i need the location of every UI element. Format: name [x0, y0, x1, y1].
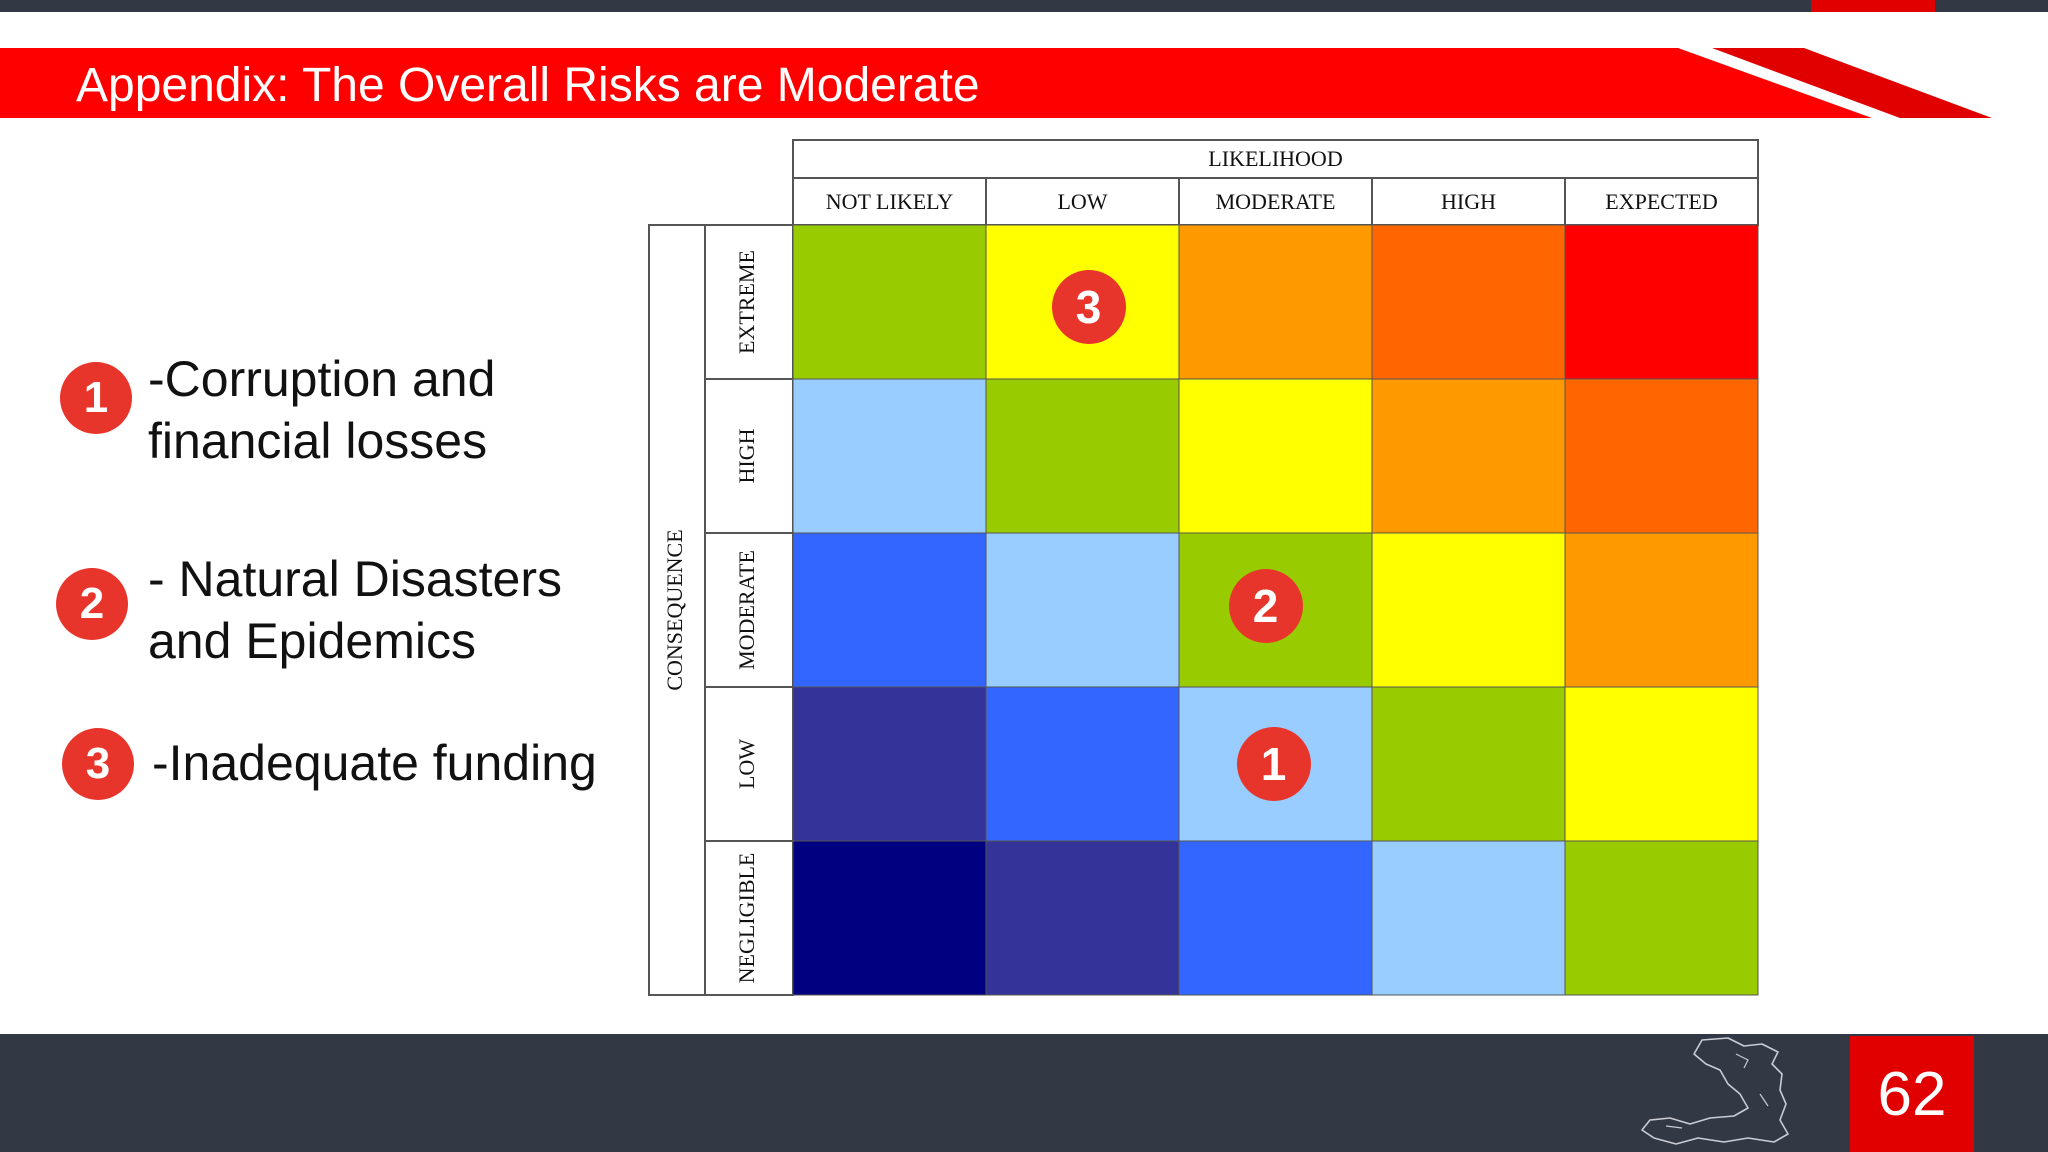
risk-cell	[1371, 378, 1566, 534]
risk-cell	[1371, 532, 1566, 688]
title-banner-stripe	[1712, 48, 1992, 118]
risk-cell	[1371, 224, 1566, 380]
risk-cell	[1371, 686, 1566, 842]
legend-text-2-line1: - Natural Disasters	[148, 551, 562, 607]
risk-cell	[985, 840, 1180, 996]
risk-cell	[792, 840, 987, 996]
risk-cell	[792, 686, 987, 842]
risk-cell	[1564, 378, 1759, 534]
consequence-level-label: EXTREME	[734, 250, 759, 354]
risk-marker: 3	[1051, 270, 1126, 344]
risk-cell	[1178, 840, 1373, 996]
likelihood-header-label: LIKELIHOOD	[1208, 146, 1342, 171]
risk-cell	[1178, 378, 1373, 534]
legend-text-1-line1: -Corruption and	[148, 351, 496, 407]
risk-cell	[792, 224, 987, 380]
haiti-map-icon	[1641, 1037, 1789, 1145]
consequence-level-label: MODERATE	[734, 550, 759, 670]
legend-text-3: -Inadequate funding	[152, 735, 597, 791]
consequence-row-box	[704, 686, 794, 842]
top-bar-accent	[1811, 0, 1935, 12]
footer-bar	[0, 1034, 2048, 1152]
risk-cell	[1371, 840, 1566, 996]
consequence-header-box	[648, 224, 706, 996]
title-banner-bar	[0, 48, 1872, 118]
risk-marker: 1	[1236, 727, 1311, 801]
likelihood-level-label: HIGH	[1441, 189, 1496, 214]
risk-cell	[1178, 224, 1373, 380]
risk-cell	[985, 532, 1180, 688]
likelihood-column-box	[1371, 177, 1566, 226]
likelihood-level-label: NOT LIKELY	[826, 189, 954, 214]
consequence-row-box	[704, 840, 794, 996]
slide-title: Appendix: The Overall Risks are Moderate	[76, 59, 980, 112]
risk-marker: 2	[1228, 569, 1303, 643]
consequence-level-label: NEGLIGIBLE	[734, 853, 759, 984]
likelihood-column-box	[985, 177, 1180, 226]
title-banner	[0, 48, 1992, 118]
consequence-level-label: LOW	[734, 739, 759, 789]
legend-text-1-line2: financial losses	[148, 413, 488, 469]
consequence-header-label: CONSEQUENCE	[662, 529, 687, 690]
likelihood-column-box	[1564, 177, 1759, 226]
likelihood-level-label: MODERATE	[1216, 189, 1336, 214]
consequence-row-box	[704, 378, 794, 534]
consequence-row-box	[704, 224, 794, 380]
risk-cell	[985, 686, 1180, 842]
consequence-level-label: HIGH	[734, 428, 759, 483]
likelihood-header-box	[792, 139, 1759, 179]
risk-cell	[792, 532, 987, 688]
risk-cell	[1564, 686, 1759, 842]
top-bar	[0, 0, 2048, 12]
legend-badge-2: 2	[56, 568, 128, 640]
likelihood-level-label: EXPECTED	[1605, 189, 1717, 214]
legend-badge-1: 1	[60, 362, 132, 434]
likelihood-level-label: LOW	[1057, 189, 1107, 214]
page-number: 62	[1850, 1036, 1974, 1152]
risk-cell	[1564, 840, 1759, 996]
risk-cell	[1564, 532, 1759, 688]
legend-text-2-line2: and Epidemics	[148, 613, 476, 669]
risk-cell	[792, 378, 987, 534]
risk-cell	[1564, 224, 1759, 380]
legend-badge-3: 3	[62, 728, 134, 800]
likelihood-column-box	[1178, 177, 1373, 226]
risk-cell	[985, 378, 1180, 534]
